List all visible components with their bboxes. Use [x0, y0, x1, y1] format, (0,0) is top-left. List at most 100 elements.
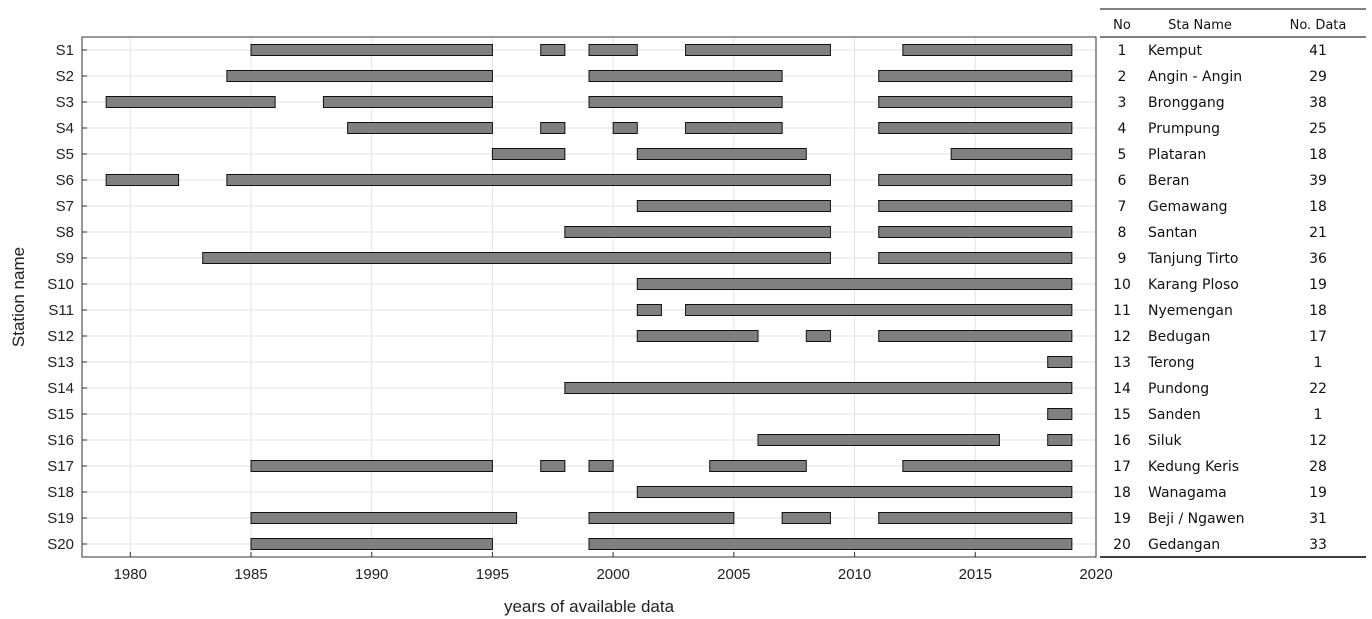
- table-cell-no: 15: [1113, 407, 1131, 423]
- table-cell-count: 21: [1309, 225, 1327, 241]
- availability-bar: [1047, 434, 1073, 446]
- table-cell-count: 33: [1309, 537, 1327, 553]
- x-tick-label: 1995: [476, 566, 509, 583]
- availability-bar: [950, 148, 1073, 160]
- availability-bar: [878, 96, 1073, 108]
- y-tick-label: S14: [47, 380, 74, 397]
- table-cell-name: Gemawang: [1148, 199, 1227, 215]
- table-cell-name: Wanagama: [1148, 485, 1227, 501]
- availability-bar: [347, 122, 493, 134]
- table-cell-count: 25: [1309, 121, 1327, 137]
- y-tick-label: S10: [47, 276, 74, 293]
- y-axis-label: Station name: [9, 247, 28, 347]
- table-cell-name: Tanjung Tirto: [1147, 251, 1238, 267]
- availability-bar: [878, 252, 1073, 264]
- table-cell-name: Plataran: [1148, 147, 1206, 163]
- table-cell-no: 4: [1118, 121, 1127, 137]
- availability-bar: [878, 226, 1073, 238]
- availability-bar: [1047, 408, 1073, 420]
- table-cell-name: Bronggang: [1148, 95, 1225, 111]
- x-tick-label: 1990: [355, 566, 388, 583]
- y-tick-label: S5: [56, 146, 74, 163]
- x-tick-label: 2005: [717, 566, 750, 583]
- availability-bar: [540, 44, 566, 56]
- table-cell-name: Kedung Keris: [1148, 459, 1239, 475]
- availability-bar: [878, 200, 1073, 212]
- table-cell-count: 1: [1314, 355, 1323, 371]
- availability-bar: [878, 512, 1073, 524]
- x-tick-label: 1980: [114, 566, 147, 583]
- table-cell-no: 20: [1113, 537, 1131, 553]
- table-cell-no: 12: [1113, 329, 1131, 345]
- availability-bar: [636, 486, 1073, 498]
- availability-bar: [226, 70, 493, 82]
- table-cell-no: 18: [1113, 485, 1131, 501]
- table-cell-no: 1: [1118, 43, 1127, 59]
- table-cell-name: Karang Ploso: [1148, 277, 1239, 293]
- y-tick-label: S11: [48, 302, 74, 319]
- availability-bar: [636, 278, 1073, 290]
- table-cell-name: Terong: [1147, 355, 1195, 371]
- availability-bar: [636, 304, 662, 316]
- table-cell-count: 29: [1309, 69, 1327, 85]
- availability-bar: [709, 460, 807, 472]
- table-cell-name: Beran: [1148, 173, 1189, 189]
- availability-bar: [540, 460, 566, 472]
- availability-bar: [878, 330, 1073, 342]
- availability-bar: [202, 252, 831, 264]
- availability-bar: [540, 122, 566, 134]
- y-tick-label: S19: [47, 510, 74, 527]
- plot-frame: [81, 36, 1097, 558]
- table-cell-no: 9: [1118, 251, 1127, 267]
- y-tick-label: S20: [47, 536, 74, 553]
- availability-bars: [105, 44, 1073, 550]
- table-cell-no: 2: [1118, 69, 1127, 85]
- grid-lines: [82, 37, 1097, 557]
- x-axis-label: years of available data: [504, 597, 675, 616]
- table-cell-no: 8: [1118, 225, 1127, 241]
- table-cell-count: 28: [1309, 459, 1327, 475]
- availability-bar: [1047, 356, 1073, 368]
- availability-bar: [588, 538, 1073, 550]
- table-cell-name: Sanden: [1148, 407, 1201, 423]
- table-cell-no: 7: [1118, 199, 1127, 215]
- table-cell-name: Bedugan: [1148, 329, 1210, 345]
- availability-bar: [250, 512, 518, 524]
- y-tick-label: S1: [56, 42, 74, 59]
- availability-bar: [588, 96, 783, 108]
- table-cell-count: 18: [1309, 147, 1327, 163]
- table-cell-name: Kemput: [1148, 43, 1202, 59]
- table-cell-no: 14: [1113, 381, 1131, 397]
- availability-bar: [588, 44, 638, 56]
- table-cell-no: 10: [1113, 277, 1131, 293]
- table-cell-name: Angin - Angin: [1148, 69, 1242, 85]
- availability-bar: [612, 122, 638, 134]
- availability-bar: [105, 96, 276, 108]
- availability-bar: [226, 174, 831, 186]
- availability-bar: [250, 460, 493, 472]
- x-tick-label: 2015: [959, 566, 992, 583]
- availability-bar: [878, 174, 1073, 186]
- availability-bar: [105, 174, 180, 186]
- table-cell-no: 11: [1113, 303, 1131, 319]
- y-tick-label: S3: [56, 94, 74, 111]
- table-cell-name: Beji / Ngawen: [1148, 511, 1245, 527]
- y-tick-label: S13: [47, 354, 74, 371]
- table-cell-count: 1: [1314, 407, 1323, 423]
- table-cell-name: Siluk: [1148, 433, 1183, 449]
- availability-bar: [588, 70, 783, 82]
- table-rows: 1 Kemput 41 2 Angin - Angin 29 3 Bronggang 38 4 Pr…: [1113, 43, 1327, 553]
- availability-bar: [805, 330, 831, 342]
- table-cell-name: Pundong: [1148, 381, 1209, 397]
- table-cell-name: Nyemengan: [1148, 303, 1233, 319]
- y-axis-ticks: S1 S2 S3 S4 S5 S6 S7 S8 S9 S10 S11 S12 S13 S14 S15 S16 S…: [47, 42, 87, 553]
- y-tick-label: S4: [56, 120, 74, 137]
- table-cell-count: 19: [1309, 485, 1327, 501]
- table-cell-no: 6: [1118, 173, 1127, 189]
- y-tick-label: S8: [56, 224, 74, 241]
- availability-bar: [757, 434, 1000, 446]
- table-header-no: No: [1113, 18, 1131, 33]
- availability-bar: [250, 538, 493, 550]
- availability-bar: [781, 512, 831, 524]
- y-tick-label: S2: [56, 68, 74, 85]
